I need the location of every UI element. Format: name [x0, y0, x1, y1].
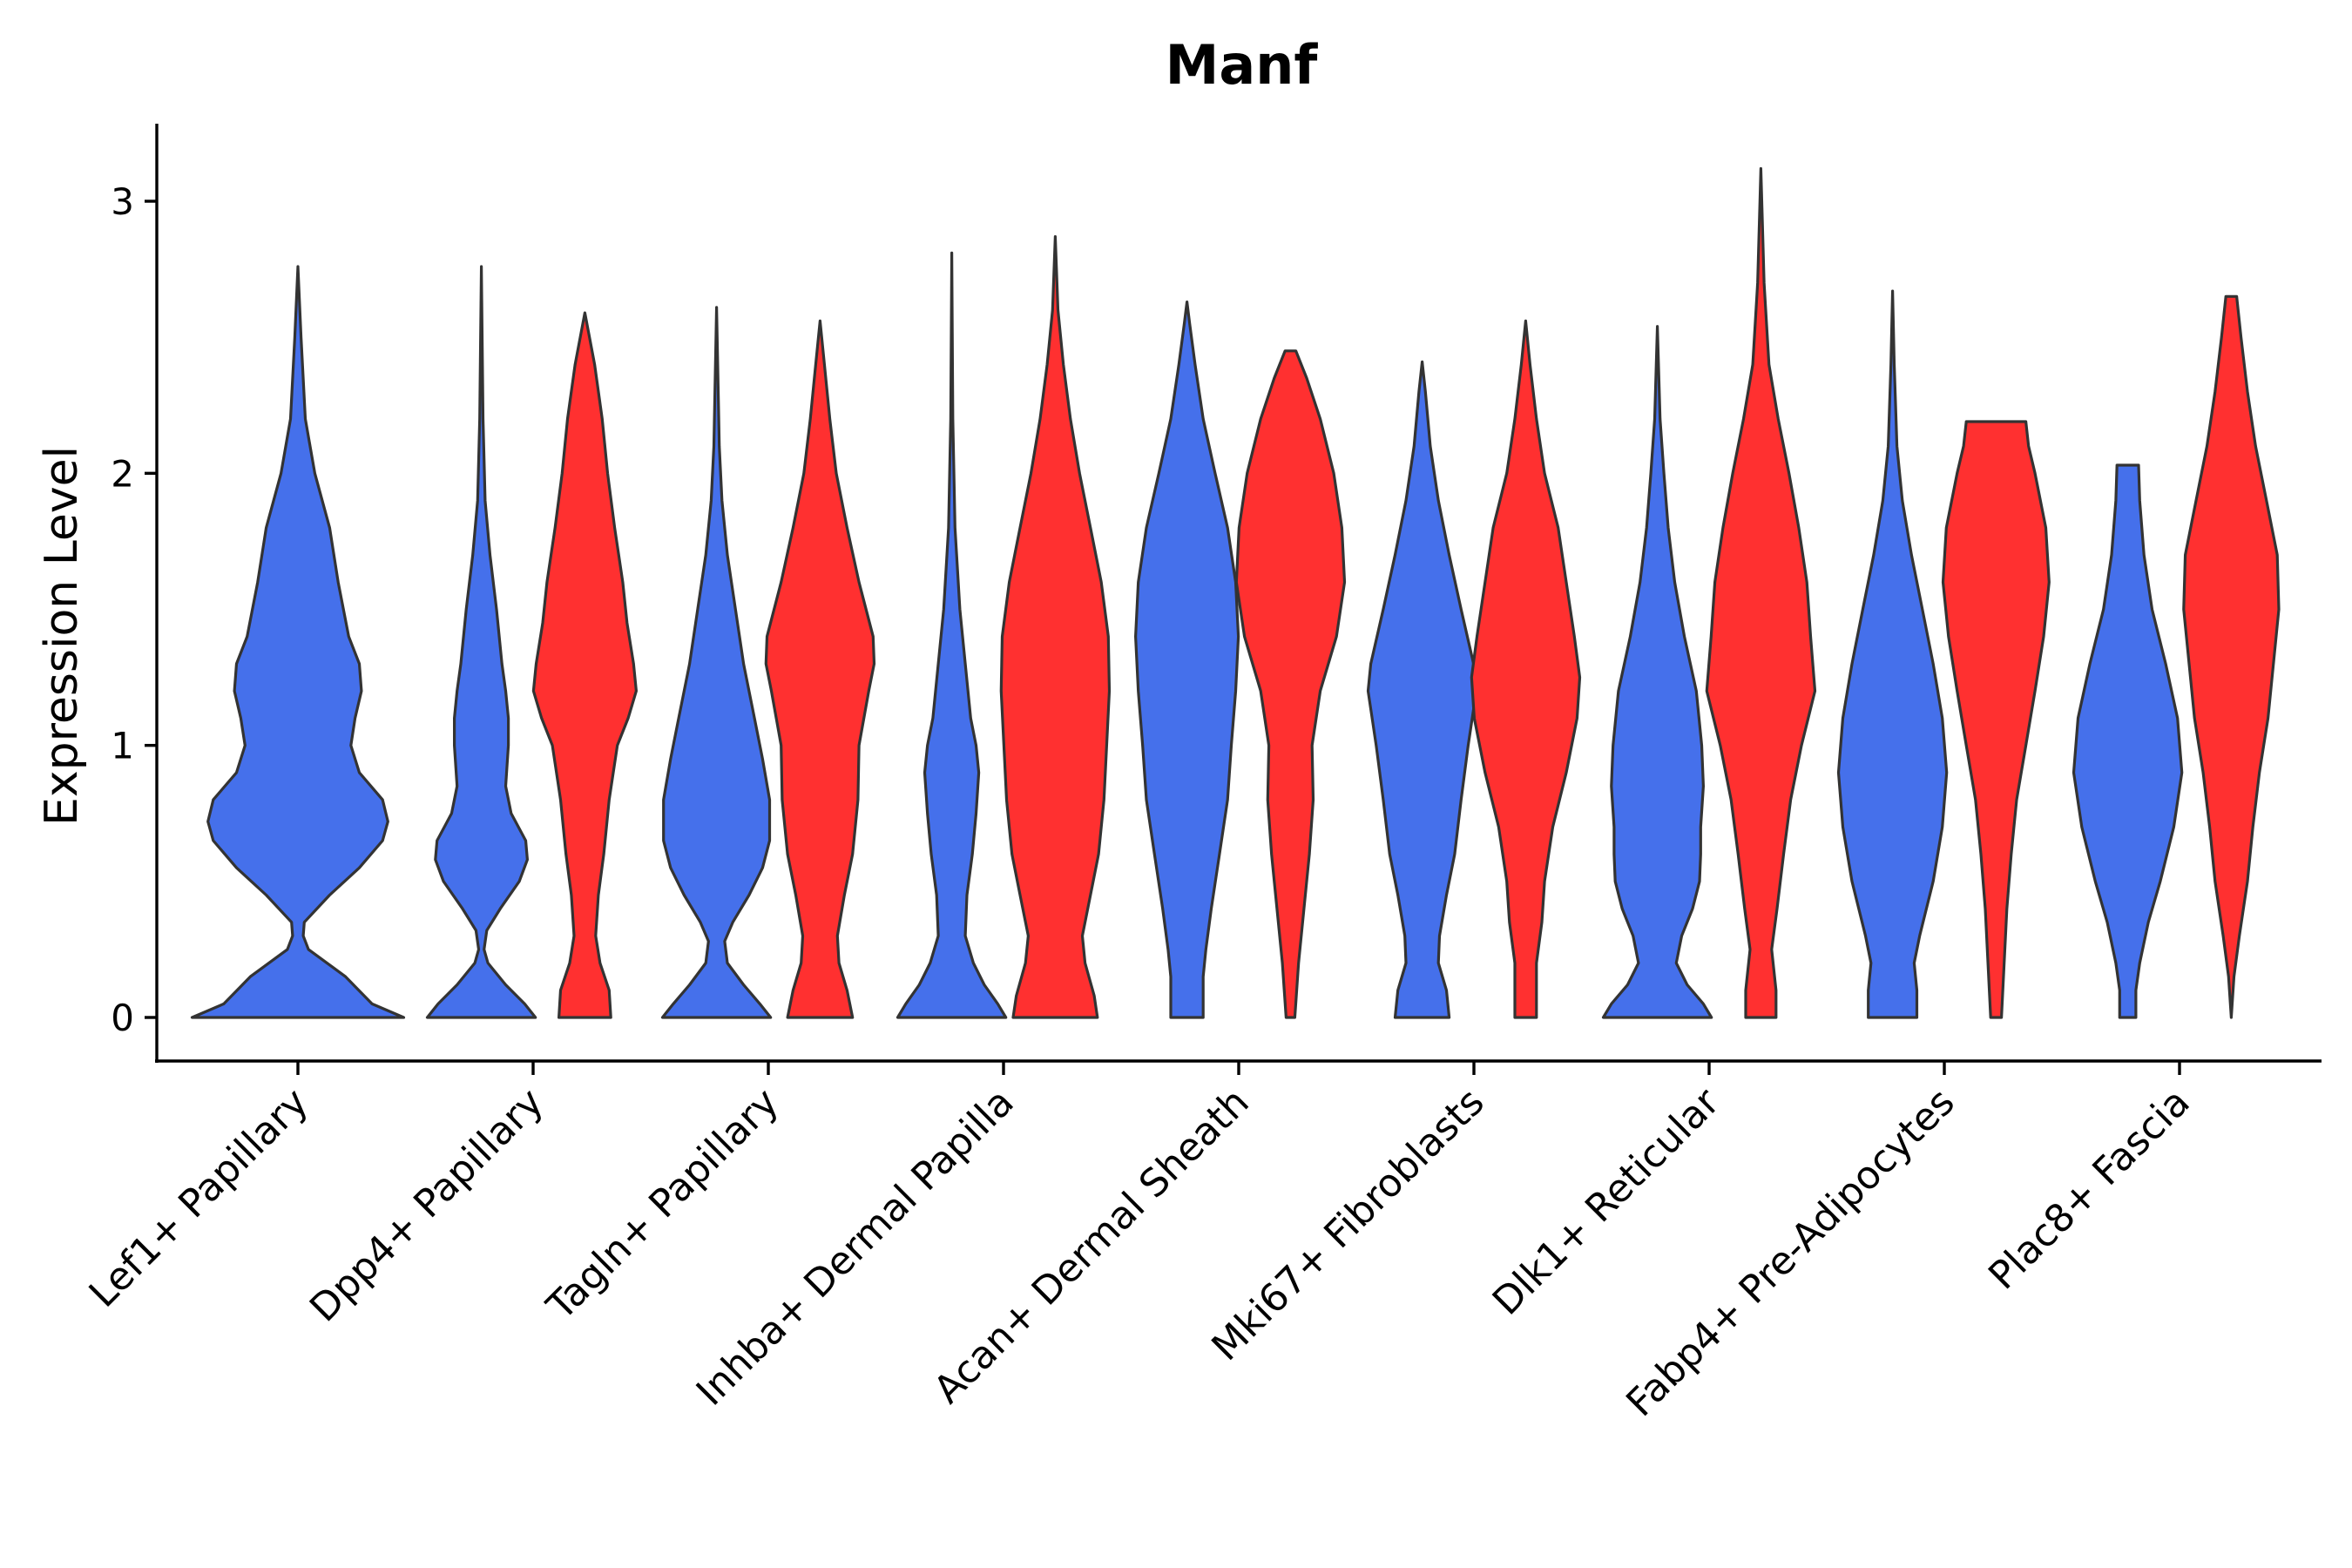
y-tick-label: 1: [111, 725, 134, 767]
violin-red-4: [1234, 349, 1347, 1019]
violin-blue-6: [1601, 325, 1713, 1019]
x-tick-label: Mki67+ Fibroblasts: [1203, 1080, 1492, 1369]
x-tick-label: Plac8+ Fascia: [1980, 1080, 2199, 1299]
violin-blue-3: [896, 251, 1008, 1019]
y-axis-label: Expression Level: [36, 446, 88, 826]
y-tick-label: 3: [111, 180, 134, 223]
violin-blue-5: [1366, 360, 1478, 1019]
violin-red-7: [1941, 420, 2051, 1019]
violin-red-5: [1470, 319, 1582, 1019]
violin-red-2: [764, 319, 876, 1019]
y-tick-label: 2: [111, 452, 134, 495]
violin-blue-1: [425, 265, 537, 1019]
x-tick-label: Lef1+ Papillary: [81, 1080, 317, 1316]
violin-blue-8: [2072, 463, 2184, 1019]
y-ticks: 0 1 2 3: [111, 180, 157, 1039]
violin-blue-7: [1836, 289, 1949, 1019]
x-tick-label: Dpp4+ Papillary: [301, 1080, 552, 1331]
violin-red-6: [1705, 166, 1817, 1019]
x-tick-label: Tagln+ Papillary: [538, 1080, 787, 1329]
violin-red-3: [999, 235, 1112, 1019]
violin-blue-2: [660, 306, 773, 1019]
violin-group: [190, 166, 2281, 1019]
violin-blue-0: [190, 265, 406, 1019]
violin-red-1: [531, 311, 638, 1019]
y-tick-label: 0: [111, 997, 134, 1039]
violin-blue-4: [1134, 301, 1240, 1019]
x-tick-label: Dlk1+ Reticular: [1484, 1079, 1729, 1324]
chart-title: Manf: [1166, 33, 1319, 97]
violin-red-8: [2182, 294, 2281, 1019]
